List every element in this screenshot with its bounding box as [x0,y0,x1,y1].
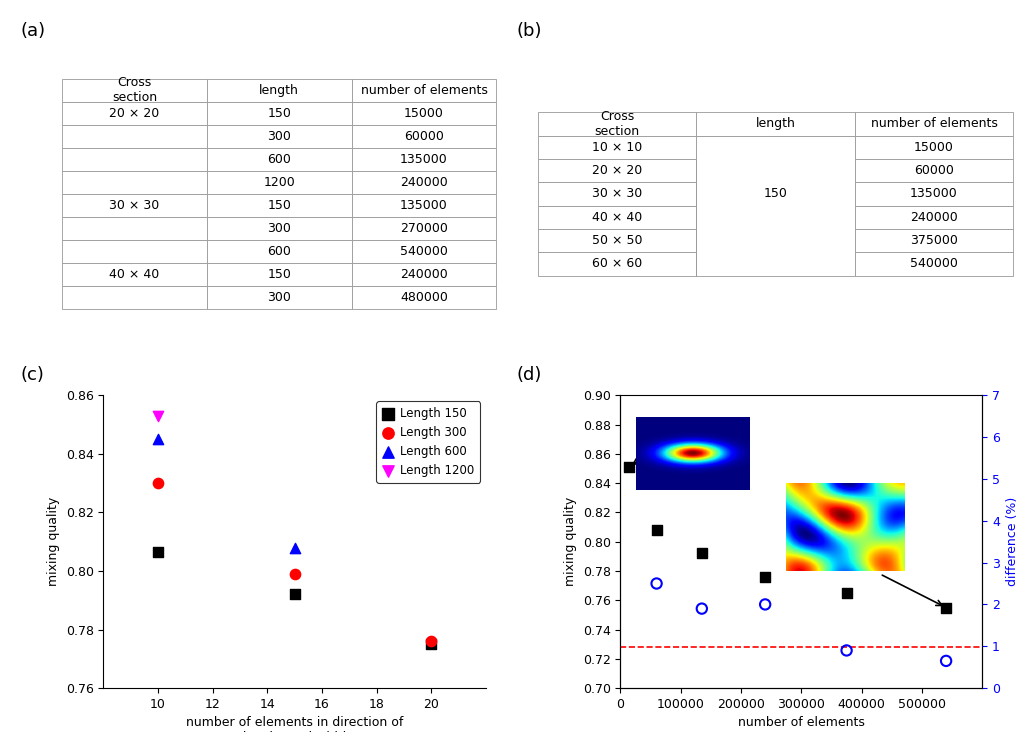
Point [621,461,638,473]
Length 150 [286,589,303,600]
Point [839,587,855,599]
Text: (d): (d) [517,366,543,384]
Legend: Length 150, Length 300, Length 600, Length 1200: Length 150, Length 300, Length 600, Leng… [376,401,480,482]
Y-axis label: mixing quality: mixing quality [565,497,577,586]
Length 300 [286,568,303,580]
Y-axis label: difference (%): difference (%) [1006,497,1018,586]
X-axis label: number of elements: number of elements [738,717,864,729]
Text: (b): (b) [517,22,543,40]
Text: (a): (a) [21,22,45,40]
Length 150 [150,546,166,558]
Point [694,548,710,559]
Length 600 [286,542,303,553]
Length 300 [423,635,439,647]
Point [757,571,773,583]
Point [839,645,855,657]
Point [648,524,665,536]
Point [938,602,954,613]
Point [648,578,665,589]
Point [757,599,773,610]
Length 300 [150,477,166,489]
Point [694,602,710,614]
Text: (c): (c) [21,366,44,384]
Y-axis label: mixing quality: mixing quality [48,497,60,586]
Length 1200 [150,410,166,422]
X-axis label: number of elements in direction of
the channel width: number of elements in direction of the c… [186,717,403,732]
Length 150 [423,638,439,650]
Point [938,655,954,667]
Length 600 [150,433,166,445]
